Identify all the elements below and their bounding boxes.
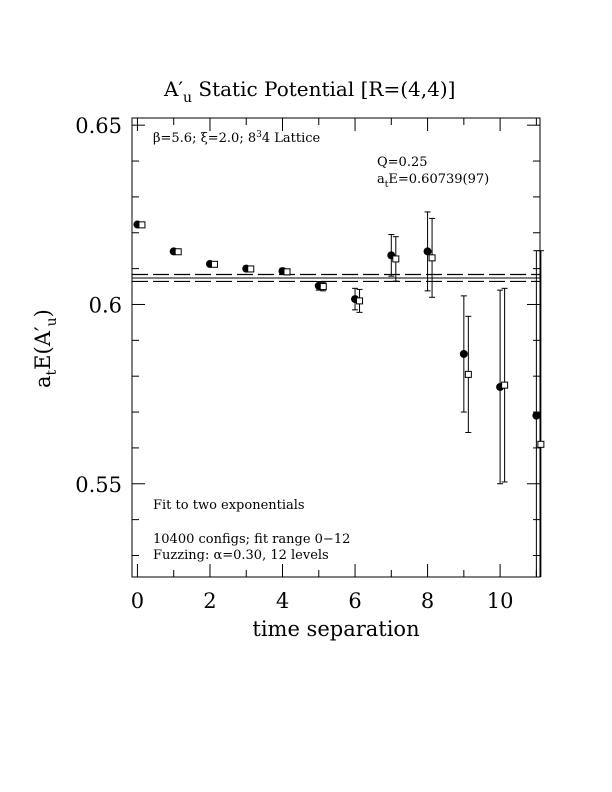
axis-ticks <box>132 118 540 577</box>
chart-title: A′u Static Potential [R=(4,4)] <box>163 77 455 106</box>
title-subscript: u <box>183 90 192 106</box>
data-points <box>133 211 545 577</box>
y-tick-label: 0.6 <box>89 293 122 317</box>
lattice-annotation: β=5.6; ξ=2.0; 834 Lattice <box>153 130 321 146</box>
title-prefix: A <box>163 77 179 101</box>
title-prime: ′ <box>178 77 183 101</box>
x-tick-label: 8 <box>421 589 434 613</box>
x-tick-label: 0 <box>131 589 144 613</box>
data-point-circle <box>423 247 432 256</box>
x-tick-label: 10 <box>487 589 514 613</box>
data-point-square <box>283 268 291 276</box>
x-axis-title: time separation <box>252 617 419 641</box>
data-point-circle <box>532 411 541 420</box>
energy-annotation: atE=0.60739(97) <box>377 172 489 190</box>
y-tick-label: 0.65 <box>75 114 122 138</box>
tick-labels: 0 2 4 6 8 10 0.55 0.6 0.65 <box>75 114 513 613</box>
configs-annotation: 10400 configs; fit range 0−12 <box>153 532 350 547</box>
data-point-square <box>356 297 364 305</box>
data-point-square <box>428 254 436 262</box>
x-tick-label: 2 <box>203 589 216 613</box>
plot-frame <box>131 117 541 578</box>
q-annotation: Q=0.25 <box>377 155 428 170</box>
fit-type-annotation: Fit to two exponentials <box>153 498 305 513</box>
data-point-square <box>319 283 327 291</box>
fuzzing-annotation: Fuzzing: α=0.30, 12 levels <box>153 548 329 563</box>
data-point-square <box>392 255 400 263</box>
data-point-square <box>138 221 146 229</box>
y-axis-title: atE(A′u) <box>31 309 60 388</box>
data-point-circle <box>459 349 468 358</box>
data-point-square <box>464 370 472 378</box>
data-point-square <box>247 265 255 273</box>
data-point-square <box>210 260 218 268</box>
x-tick-label: 6 <box>348 589 361 613</box>
y-tick-label: 0.55 <box>75 473 122 497</box>
x-tick-label: 4 <box>276 589 289 613</box>
title-rest: Static Potential [R=(4,4)] <box>192 77 455 101</box>
data-point-square <box>174 248 182 256</box>
fit-band <box>132 273 540 283</box>
data-point-square <box>537 440 545 448</box>
data-point-square <box>501 381 509 389</box>
